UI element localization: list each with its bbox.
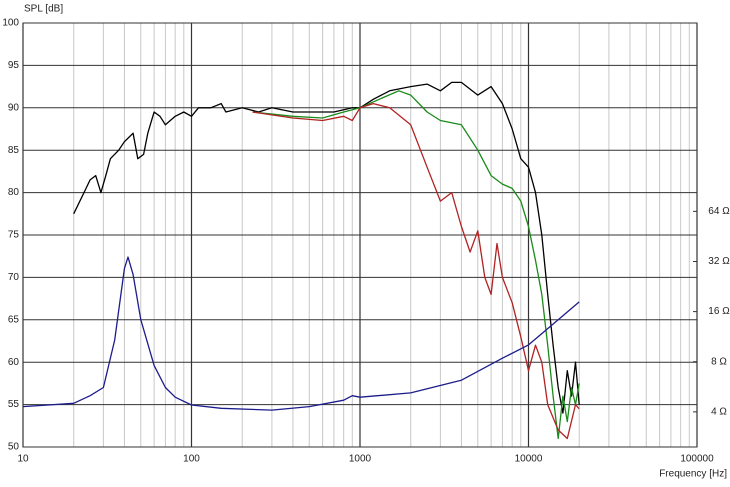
y-tick-label: 50 — [8, 442, 20, 453]
y-tick-label: 85 — [8, 145, 20, 156]
y-tick-label: 100 — [2, 18, 19, 29]
y-tick-label: 90 — [8, 102, 20, 113]
y-axis-label: SPL [dB] — [24, 4, 63, 15]
x-tick-label: 1000 — [349, 454, 372, 465]
y2-tick-label: 64 Ω — [708, 206, 730, 217]
data-line — [22, 256, 580, 411]
y-tick-label: 60 — [8, 357, 20, 368]
y2-tick-label: 32 Ω — [708, 256, 730, 267]
y-tick-label: 70 — [8, 272, 20, 283]
x-tick-label: 10000 — [515, 454, 543, 465]
plot-frame — [22, 22, 698, 448]
data-line — [252, 102, 580, 440]
y-tick-label: 80 — [8, 187, 20, 198]
x-tick-label: 100000 — [680, 454, 714, 465]
y2-tick-label: 16 Ω — [708, 306, 730, 317]
y-tick-label: 65 — [8, 314, 20, 325]
y-tick-label: 95 — [8, 60, 20, 71]
x-tick-label: 100 — [183, 454, 200, 465]
x-axis-label: Frequency [Hz] — [659, 469, 727, 480]
data-line — [252, 90, 580, 440]
x-tick-label: 10 — [17, 454, 29, 465]
y2-tick-label: 4 Ω — [711, 406, 727, 417]
y2-tick-label: 8 Ω — [711, 356, 727, 367]
y-tick-label: 55 — [8, 399, 20, 410]
data-line — [73, 81, 580, 414]
y-tick-label: 75 — [8, 230, 20, 241]
